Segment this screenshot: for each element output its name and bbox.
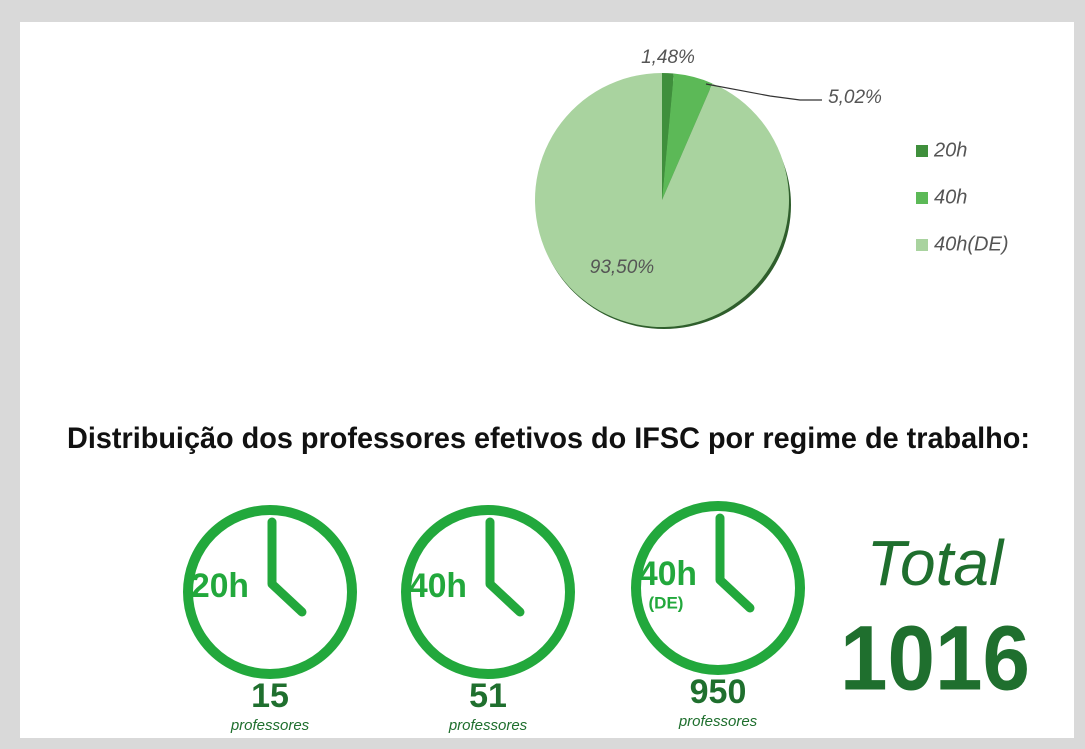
clock-face [183,505,357,679]
pie-slice [662,73,674,200]
legend-label: 40h [934,186,967,208]
pie [535,73,789,327]
slice-label: 1,48% [641,47,695,68]
clock-hands [715,513,755,613]
pie-slice [535,73,789,327]
count-unit: professores [448,717,528,734]
count: 950 [690,673,747,711]
legend-swatch [916,192,928,204]
clock-label: 40h [639,555,697,593]
leader-line [705,83,822,101]
legend-swatch [916,145,928,157]
legend-label: 40h(DE) [934,233,1008,255]
slice-label: 93,50% [590,257,655,278]
pie-slice [662,73,713,200]
clock-label: 40h [409,567,467,605]
clock-hands [267,517,307,617]
count-unit: professores [678,713,758,730]
clock-hands [485,517,525,617]
legend-swatch [916,239,928,251]
clock-label: 20h [191,567,249,605]
slice-label: 5,02% [828,87,882,108]
clock-sublabel: (DE) [649,593,684,612]
count: 15 [251,677,289,715]
total-value: 1016 [840,607,1030,709]
clock-face [401,505,575,679]
legend-label: 20h [933,139,967,161]
clock-face [631,501,805,675]
title: Distribuição dos professores efetivos do… [67,422,1030,455]
count: 51 [469,677,507,715]
total-label: Total [867,527,1005,599]
count-unit: professores [230,717,310,734]
